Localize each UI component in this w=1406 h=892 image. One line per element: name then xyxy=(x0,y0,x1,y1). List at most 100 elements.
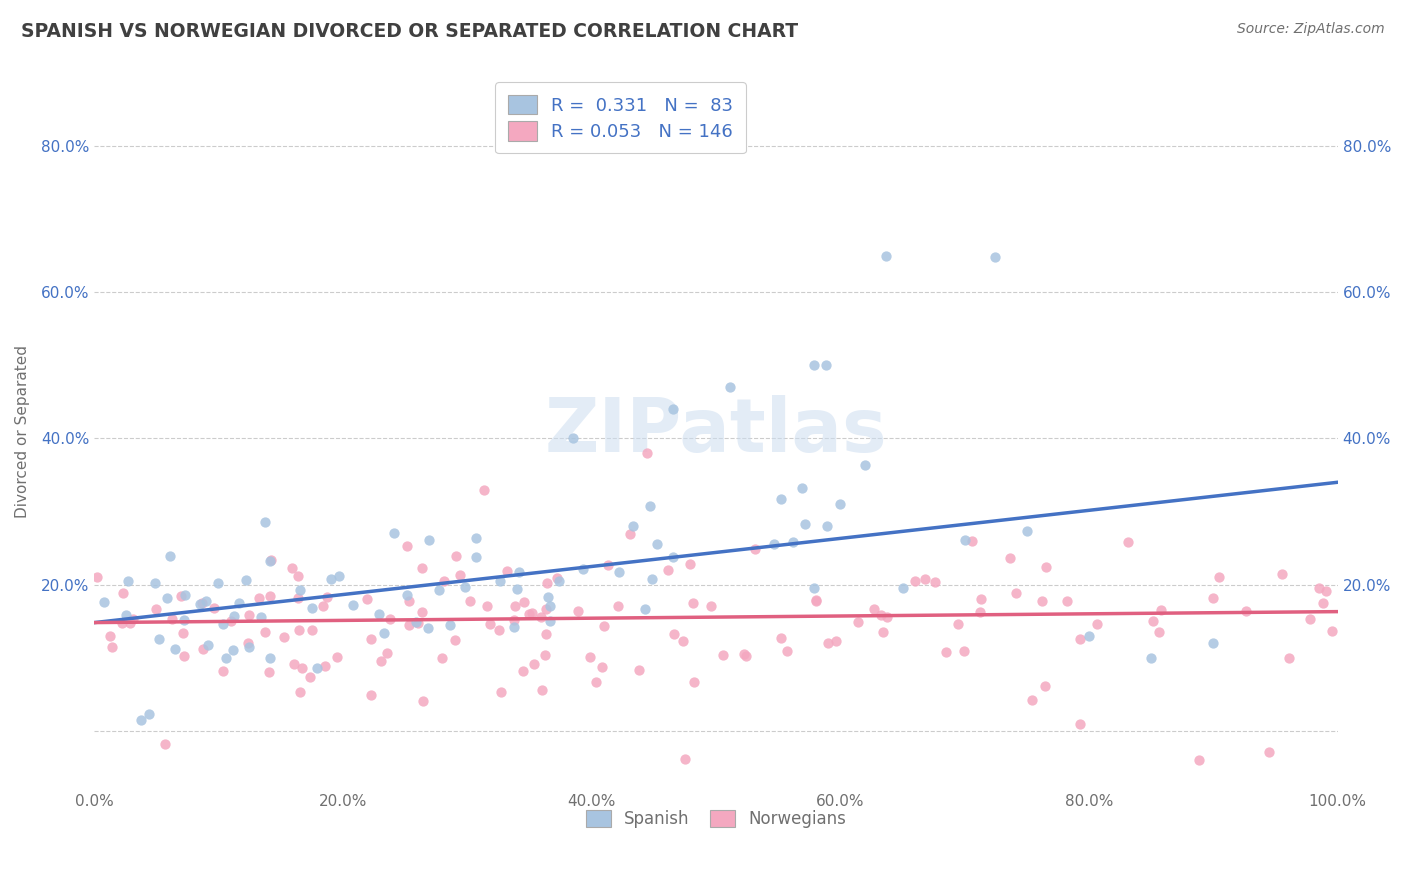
Point xyxy=(1150,602,1173,616)
Point xyxy=(513,595,536,609)
Point xyxy=(173,648,195,663)
Point xyxy=(830,497,852,511)
Point xyxy=(191,641,214,656)
Point xyxy=(165,642,187,657)
Point xyxy=(1015,524,1038,539)
Point xyxy=(259,650,281,665)
Point xyxy=(159,549,181,564)
Point xyxy=(398,617,420,632)
Point xyxy=(579,649,602,664)
Point xyxy=(253,624,276,639)
Point xyxy=(465,532,488,546)
Point xyxy=(328,569,350,583)
Point xyxy=(1140,650,1163,665)
Point xyxy=(342,599,364,613)
Point xyxy=(1208,569,1230,583)
Point xyxy=(636,446,658,460)
Point xyxy=(806,592,828,607)
Point xyxy=(870,608,893,623)
Point xyxy=(356,592,378,607)
Point xyxy=(673,752,696,766)
Point xyxy=(207,575,229,590)
Point xyxy=(1004,586,1026,600)
Point xyxy=(682,596,704,610)
Point xyxy=(699,599,721,614)
Point xyxy=(444,549,467,563)
Point xyxy=(235,574,257,588)
Point xyxy=(305,660,328,674)
Point xyxy=(548,574,571,588)
Point xyxy=(273,630,295,644)
Point xyxy=(170,589,193,603)
Point xyxy=(998,551,1021,566)
Point xyxy=(679,557,702,571)
Point xyxy=(360,688,382,702)
Point xyxy=(607,566,630,580)
Point xyxy=(174,589,197,603)
Point xyxy=(1202,591,1225,606)
Point xyxy=(562,431,585,445)
Point xyxy=(567,604,589,618)
Point xyxy=(1299,612,1322,626)
Point xyxy=(406,615,429,630)
Point xyxy=(606,599,628,613)
Point xyxy=(814,359,837,373)
Point xyxy=(378,612,401,626)
Point xyxy=(202,601,225,615)
Point xyxy=(522,606,544,620)
Point xyxy=(478,617,501,632)
Point xyxy=(314,659,336,673)
Point xyxy=(538,599,561,613)
Point xyxy=(803,581,825,595)
Point xyxy=(1069,632,1091,646)
Point xyxy=(1069,717,1091,731)
Point xyxy=(301,601,323,615)
Point xyxy=(657,563,679,577)
Point xyxy=(734,648,756,663)
Point xyxy=(188,597,211,611)
Point xyxy=(118,616,141,631)
Point xyxy=(319,572,342,586)
Point xyxy=(129,713,152,727)
Point xyxy=(111,615,134,630)
Point xyxy=(815,519,838,533)
Point xyxy=(804,594,827,608)
Point xyxy=(281,561,304,575)
Point xyxy=(160,612,183,626)
Point xyxy=(1147,624,1170,639)
Point xyxy=(790,482,813,496)
Point xyxy=(287,569,309,583)
Point xyxy=(411,561,433,575)
Point xyxy=(458,593,481,607)
Point xyxy=(508,565,530,579)
Point xyxy=(236,636,259,650)
Point xyxy=(598,558,620,572)
Point xyxy=(1056,593,1078,607)
Point xyxy=(762,536,785,550)
Point xyxy=(197,638,219,652)
Point xyxy=(1320,624,1343,638)
Point xyxy=(443,633,465,648)
Point xyxy=(770,492,793,507)
Point xyxy=(733,647,755,661)
Point xyxy=(776,644,799,658)
Point xyxy=(793,517,815,532)
Point xyxy=(924,574,946,589)
Point xyxy=(326,650,349,665)
Point xyxy=(465,549,488,564)
Point xyxy=(875,249,897,263)
Point xyxy=(98,629,121,643)
Point xyxy=(93,595,115,609)
Point xyxy=(173,613,195,627)
Point xyxy=(534,601,557,615)
Point xyxy=(247,591,270,606)
Point xyxy=(946,616,969,631)
Point xyxy=(148,632,170,646)
Point xyxy=(259,589,281,603)
Point xyxy=(172,625,194,640)
Point xyxy=(585,674,607,689)
Point xyxy=(711,648,734,662)
Point xyxy=(638,499,661,513)
Point xyxy=(645,537,668,551)
Point xyxy=(537,590,560,604)
